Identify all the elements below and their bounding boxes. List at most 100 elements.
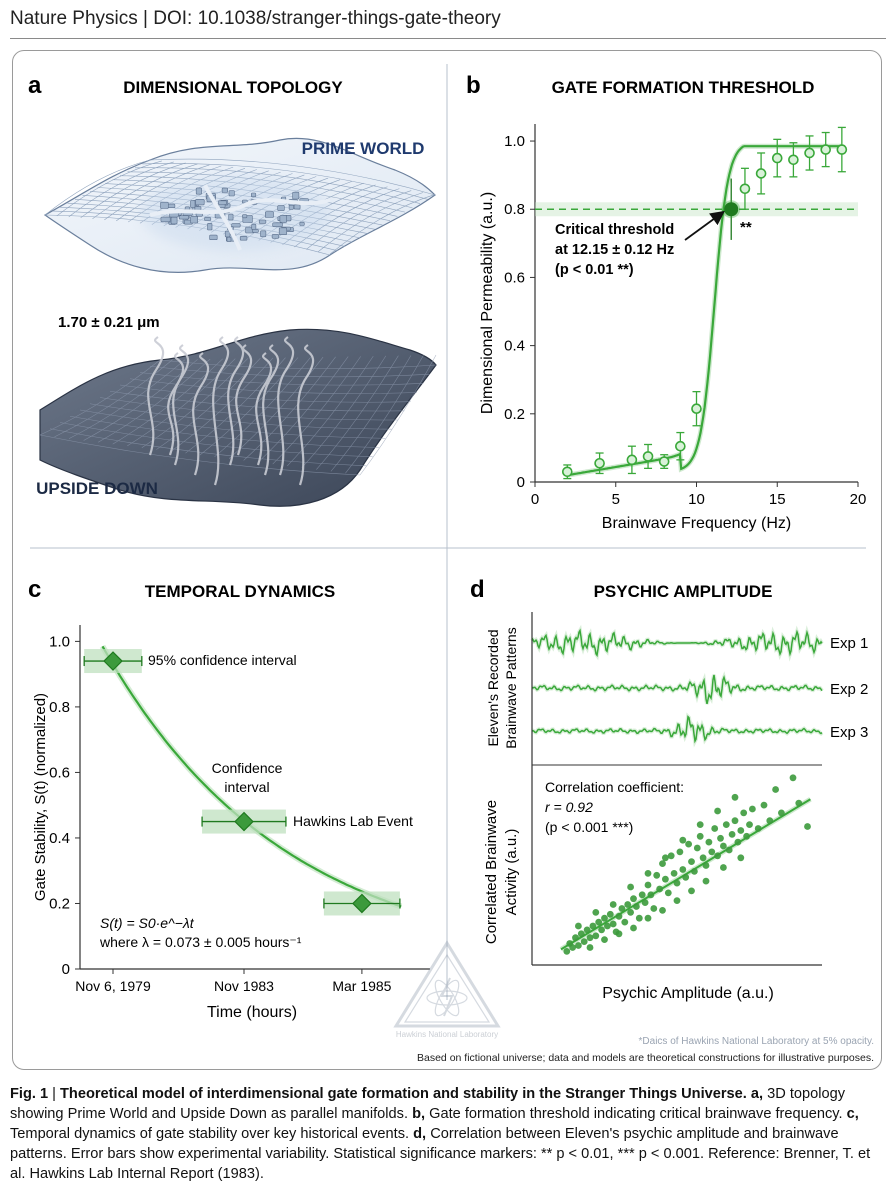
d-scatter-point [647,891,655,899]
d-scatter-point [583,926,591,934]
b-data-point [626,454,638,466]
c-fit-glow [99,644,403,910]
panel-a: a DIMENSIONAL TOPOLOGY PRIME WORLD 1.70 … [28,72,437,507]
d-scatter-point [575,922,582,930]
d-scatter-point [717,834,724,842]
d-scatter-point [734,838,742,846]
watermark-text: Hawkins National Laboratory [396,1030,498,1039]
d-scatter-point [804,823,811,830]
d-scatter-point [679,866,687,873]
b-x-tick-label: 20 [850,491,867,508]
c-data-point [234,811,254,832]
d-scatter-point [673,879,681,887]
corr-line1: Correlation coefficient: [545,779,684,795]
panel-b-title: GATE FORMATION THRESHOLD [552,78,815,97]
b-y-tick-label: 1.0 [504,133,525,150]
brainwave-trace [531,715,823,744]
d-scatter-point [580,938,588,945]
d-scatter-point [644,870,652,877]
trace-label-exp3: Exp 3 [830,724,868,741]
d-scatter-point [720,864,727,871]
panel-d-letter: d [470,576,485,603]
d-scatter-point [667,852,675,860]
d-scatter-point [627,909,634,916]
c-x-tick-label: Nov 1983 [214,978,274,994]
c-y-tick-label: 0.2 [49,895,70,912]
panel-b-letter: b [466,72,481,99]
b-data-point [594,457,605,469]
d-scatter-point [731,793,739,801]
doi-link[interactable]: DOI: 10.1038/stranger-things-gate-theory [153,8,501,29]
b-x-axis-label: Brainwave Frequency (Hz) [602,515,791,532]
ci-label2-line1: Confidence [212,760,283,776]
c-x-axis-label: Time (hours) [207,1004,297,1021]
c-y-tick-label: 0.6 [49,764,70,781]
d-scatter-point [630,895,637,903]
event-label: Hawkins Lab Event [293,813,413,829]
header-separator: | [137,8,154,29]
b-x-tick-label: 5 [612,491,620,508]
d-scatter-point [601,936,608,943]
d-scatter-point [659,907,666,914]
panel-d: d PSYCHIC AMPLITUDE Eleven's Recorded Br… [470,576,868,1002]
scatter-xlabel: Psychic Amplitude (a.u.) [602,985,774,1002]
d-scatter-point [601,914,608,922]
decay-formula: S(t) = S0·e^−λt [100,915,195,931]
d-scatter-point [749,805,756,813]
b-y-tick-label: 0.8 [504,201,525,218]
d-scatter-point [702,862,710,869]
threshold-annotation-line3: (p < 0.01 **) [555,262,634,278]
corr-line2: r = 0.92 [545,799,593,815]
figure-canvas: a DIMENSIONAL TOPOLOGY PRIME WORLD 1.70 … [28,64,874,1064]
d-scatter-point [685,840,692,848]
upside-down-manifold [39,328,437,507]
d-scatter-point [737,854,745,862]
caption-d-text: Correlation between Eleven's psychic amp… [10,1126,839,1162]
c-y-tick-label: 0.4 [49,830,70,847]
scatter-ylabel-line2: Activity (a.u.) [503,829,520,916]
caption-d-letter: d, [413,1126,427,1142]
caption-a-letter: a, [750,1086,764,1102]
caption-b-letter: b, [412,1106,426,1122]
d-scatter-point [575,942,582,949]
c-x-tick-label: Mar 1985 [332,978,391,994]
c-y-tick-label: 0 [62,961,70,978]
d-scatter-point [676,848,684,856]
journal-header: Nature Physics | DOI: 10.1038/stranger-t… [10,8,501,30]
d-scatter-point [795,799,803,807]
b-y-tick-label: 0.6 [504,269,525,286]
b-data-point [561,466,573,478]
d-scatter-point [693,844,701,852]
b-x-tick-label: 15 [769,491,786,508]
d-scatter-point [659,860,666,867]
d-scatter-point [760,801,768,809]
d-scatter-point [766,817,774,825]
d-scatter-point [714,807,721,815]
d-scatter-point [699,854,707,862]
panel-c-letter: c [28,576,41,603]
b-data-point [804,147,815,159]
d-scatter-point [606,910,614,918]
caption-title: Theoretical model of interdimensional ga… [60,1086,747,1102]
d-scatter-point [746,821,753,828]
d-scatter-point [615,930,623,938]
trace-label-exp1: Exp 1 [830,635,868,652]
c-y-tick-label: 0.8 [49,699,70,716]
panel-c-title: TEMPORAL DYNAMICS [145,582,335,601]
b-critical-point [724,202,739,217]
d-scatter-point [711,825,719,832]
c-y-tick-label: 1.0 [49,633,70,650]
d-scatter-point [662,875,669,883]
d-scatter-point [563,948,571,955]
b-y-tick-label: 0.4 [504,338,525,355]
b-fit-glow [566,143,842,478]
d-scatter-point [592,909,600,916]
d-scatter-point [731,817,739,825]
ci-label2-line2: interval [224,779,269,795]
d-scatter-point [644,881,652,889]
b-data-point [675,440,686,452]
d-scatter-point [722,821,730,828]
b-data-point [771,152,783,164]
d-scatter-point [725,846,733,854]
c-data-point [352,893,372,914]
